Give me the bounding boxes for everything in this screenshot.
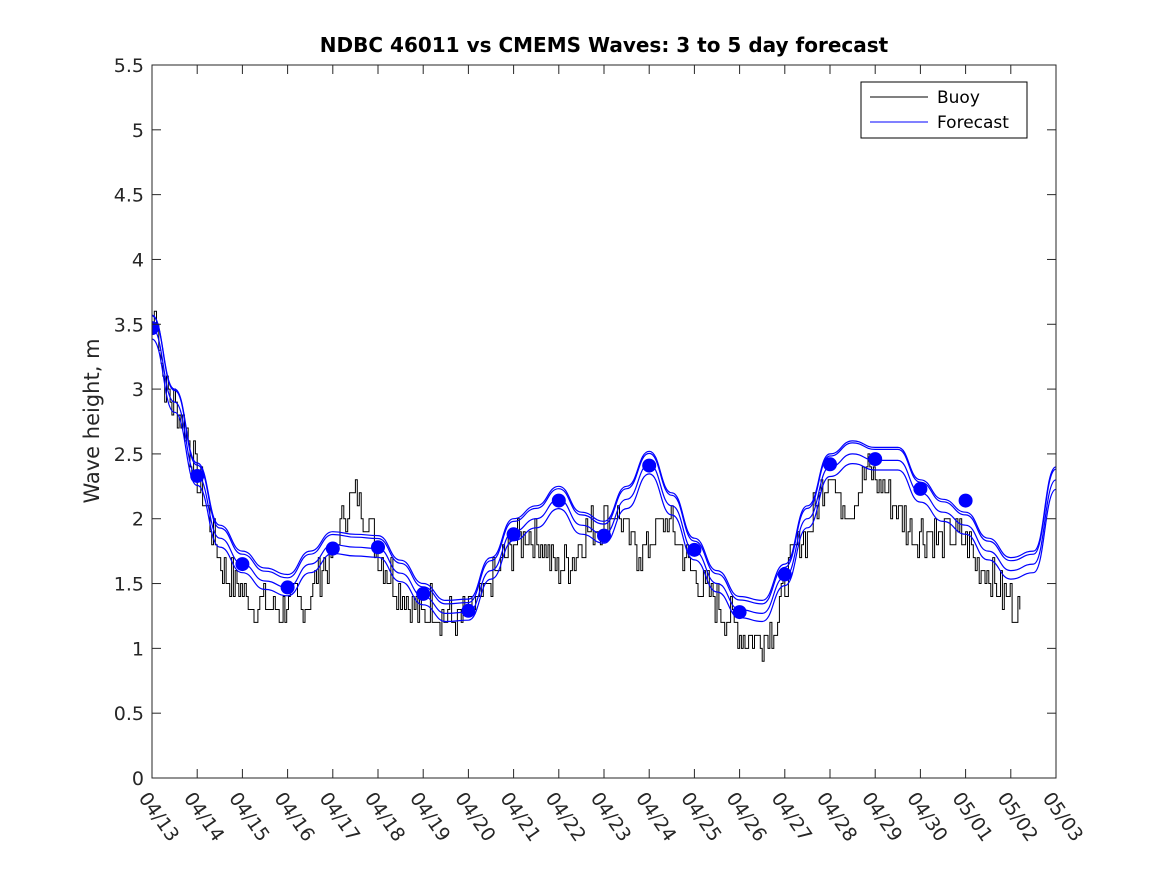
forecast-marker — [597, 528, 611, 543]
x-tick-label: 04/30 — [902, 788, 951, 845]
x-tick-label: 04/29 — [857, 788, 906, 845]
forecast-marker — [461, 603, 476, 618]
legend-box — [860, 81, 1028, 139]
x-tick-label: 04/16 — [270, 788, 319, 845]
y-tick-label: 3 — [132, 379, 144, 401]
y-tick-label: 2.5 — [114, 444, 144, 466]
legend-forecast-label: Forecast — [937, 113, 1009, 133]
y-tick-label: 2 — [132, 509, 144, 531]
y-tick-label: 0.5 — [114, 703, 144, 725]
x-tick-label: 04/15 — [224, 788, 273, 845]
plot-content — [152, 310, 1056, 662]
forecast-marker — [958, 493, 973, 508]
forecast-series-line-2 — [152, 315, 1056, 605]
plot-area — [152, 310, 1056, 662]
x-tick-label: 04/13 — [134, 788, 183, 845]
x-tick-label: 04/25 — [676, 788, 725, 845]
axes-box — [151, 64, 1057, 779]
y-tick-label: 3.5 — [114, 314, 144, 336]
legend: Buoy Forecast — [860, 81, 1028, 139]
y-tick-label: 0 — [132, 768, 144, 790]
y-tick-label: 5 — [132, 120, 144, 142]
forecast-marker — [506, 527, 521, 542]
x-tick-label: 04/19 — [405, 788, 454, 845]
y-tick-label: 1.5 — [114, 574, 144, 596]
x-tick-label: 04/27 — [767, 788, 816, 845]
buoy-series-line — [152, 310, 1021, 662]
forecast-marker — [235, 557, 250, 572]
forecast-marker — [913, 481, 928, 496]
x-tick-label: 04/21 — [496, 788, 545, 845]
axes: 00.511.522.533.544.555.504/1304/1404/150… — [114, 55, 1088, 846]
legend-buoy-label: Buoy — [937, 88, 980, 108]
y-tick-label: 4 — [132, 249, 144, 271]
forecast-marker — [416, 586, 431, 601]
x-tick-label: 04/17 — [315, 788, 364, 845]
forecast-marker — [325, 541, 340, 556]
x-tick-label: 04/26 — [722, 788, 771, 845]
x-tick-label: 04/22 — [541, 788, 590, 845]
y-axis-label: Wave height, m — [80, 338, 104, 503]
forecast-marker — [371, 540, 385, 555]
forecast-marker — [823, 457, 837, 472]
x-tick-label: 04/20 — [450, 788, 499, 845]
forecast-marker — [642, 458, 657, 473]
x-tick-label: 05/03 — [1038, 788, 1087, 845]
y-tick-label: 4.5 — [114, 185, 144, 207]
forecast-marker — [868, 452, 883, 467]
forecast-series-line-3 — [152, 338, 1056, 623]
forecast-marker — [152, 321, 159, 336]
x-tick-label: 05/02 — [993, 788, 1042, 845]
x-tick-label: 04/23 — [586, 788, 635, 845]
y-tick-label: 5.5 — [114, 55, 144, 77]
y-tick-label: 1 — [132, 638, 144, 660]
x-tick-label: 04/24 — [631, 788, 680, 845]
forecast-marker — [777, 567, 792, 582]
forecast-marker — [190, 468, 205, 483]
x-tick-label: 04/28 — [812, 788, 861, 845]
forecast-marker — [280, 580, 295, 595]
forecast-series-line-4 — [152, 314, 1056, 602]
forecast-marker — [732, 605, 747, 620]
x-tick-label: 04/18 — [360, 788, 409, 845]
x-tick-label: 04/14 — [179, 788, 228, 845]
forecast-marker — [687, 542, 702, 557]
forecast-marker — [551, 493, 566, 508]
forecast-series-line-1 — [152, 327, 1056, 615]
chart-title: NDBC 46011 vs CMEMS Waves: 3 to 5 day fo… — [320, 33, 889, 57]
x-tick-label: 05/01 — [948, 788, 997, 845]
